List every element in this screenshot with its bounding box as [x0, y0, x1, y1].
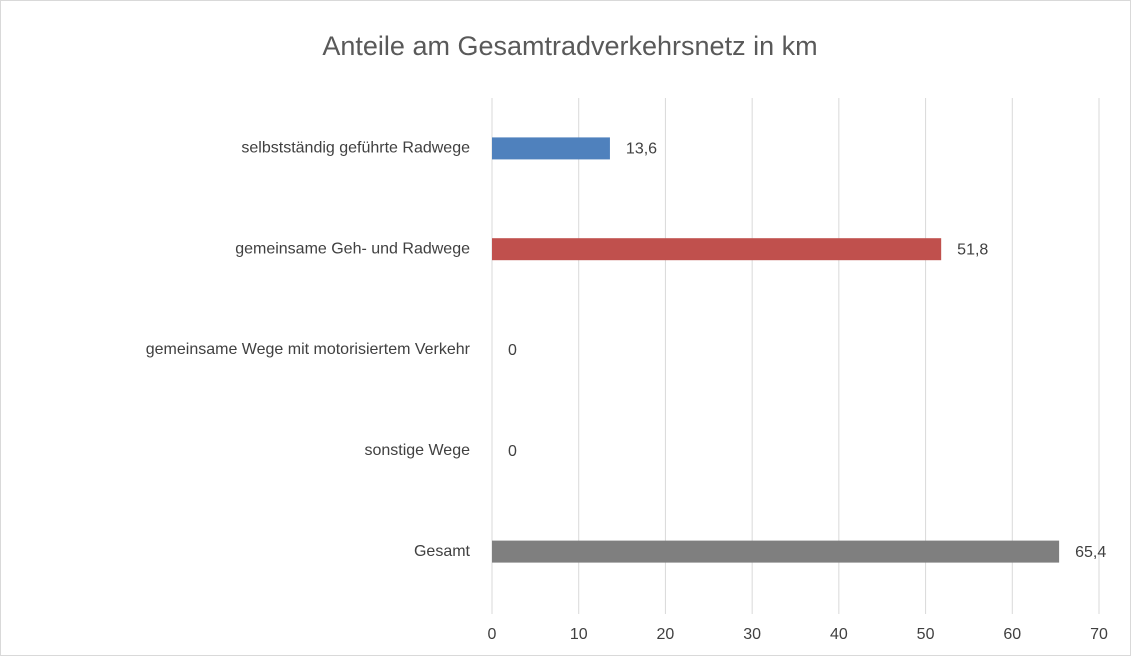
y-tick-label: selbstständig geführte Radwege — [241, 140, 470, 157]
chart-title: Anteile am Gesamtradverkehrsnetz in km — [322, 31, 817, 61]
x-tick-label: 30 — [743, 626, 761, 643]
value-label: 51,8 — [957, 241, 988, 258]
value-label: 13,6 — [626, 141, 657, 158]
x-tick-label: 40 — [830, 626, 848, 643]
x-tick-label: 0 — [488, 626, 497, 643]
value-label: 65,4 — [1075, 544, 1106, 561]
x-tick-label: 50 — [917, 626, 935, 643]
x-tick-label: 70 — [1090, 626, 1108, 643]
value-label: 0 — [508, 342, 517, 359]
y-tick-label: gemeinsame Geh- und Radwege — [235, 240, 470, 257]
x-tick-label: 60 — [1003, 626, 1021, 643]
y-tick-label: gemeinsame Wege mit motorisiertem Verkeh… — [146, 341, 471, 358]
bar — [492, 540, 1060, 563]
x-tick-label: 10 — [570, 626, 588, 643]
y-tick-label: Gesamt — [414, 543, 471, 560]
bar — [492, 238, 942, 261]
x-tick-label: 20 — [657, 626, 675, 643]
y-tick-label: sonstige Wege — [364, 442, 470, 459]
value-label: 0 — [508, 443, 517, 460]
bar — [492, 137, 610, 160]
